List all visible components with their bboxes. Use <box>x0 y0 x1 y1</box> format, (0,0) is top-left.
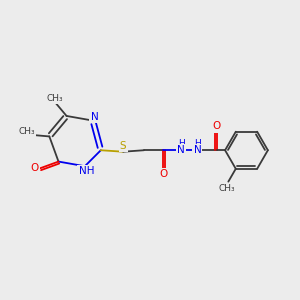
Text: N: N <box>177 145 185 155</box>
Text: N: N <box>194 145 201 155</box>
Text: O: O <box>31 163 39 173</box>
Text: S: S <box>120 141 126 151</box>
Text: CH₃: CH₃ <box>46 94 63 103</box>
Text: NH: NH <box>79 166 94 176</box>
Text: H: H <box>194 139 201 148</box>
Text: CH₃: CH₃ <box>218 184 235 193</box>
Text: H: H <box>178 139 184 148</box>
Text: O: O <box>159 169 167 179</box>
Text: N: N <box>91 112 98 122</box>
Text: O: O <box>213 122 221 131</box>
Text: CH₃: CH₃ <box>18 127 35 136</box>
